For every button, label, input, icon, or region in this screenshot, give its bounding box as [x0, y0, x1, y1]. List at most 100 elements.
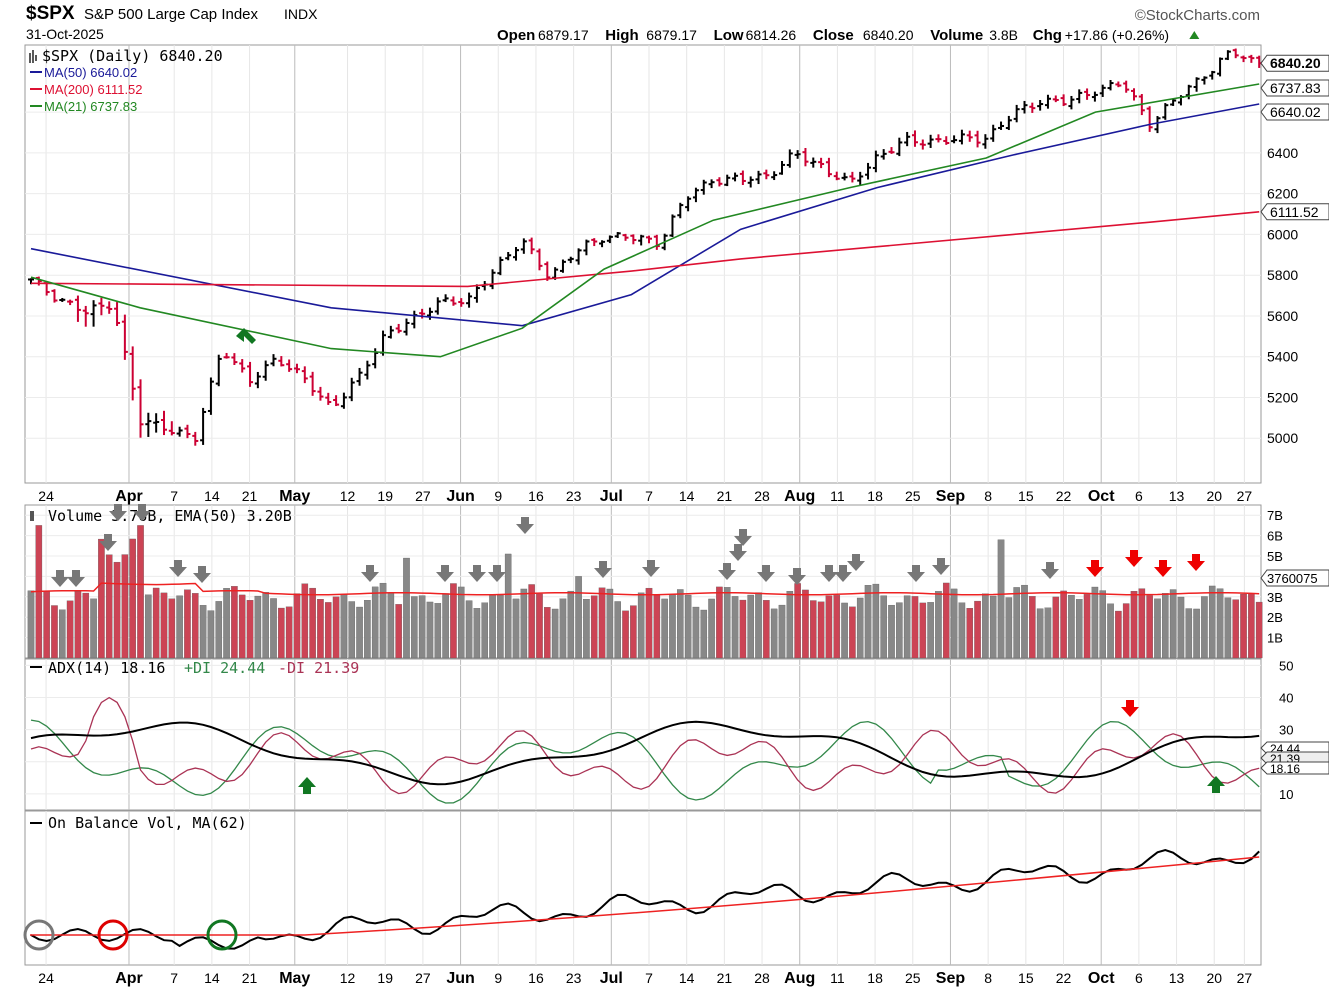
- price-bar: [458, 298, 465, 307]
- price-value-tag-text: 6640.02: [1270, 104, 1321, 120]
- volume-bar: [669, 594, 676, 659]
- quote-chg-value: +17.86 (+0.26%): [1065, 27, 1169, 43]
- quote-high-label: High: [605, 27, 638, 44]
- down-arrow-icon: [1121, 700, 1139, 717]
- volume-ema-line: [30, 582, 1260, 596]
- up-arrow-icon: [298, 777, 316, 794]
- price-bar: [567, 256, 574, 264]
- obv-legend-title: On Balance Vol, MA(62): [48, 814, 247, 832]
- x-tick-label: 22: [1056, 970, 1072, 986]
- volume-bar: [301, 583, 309, 659]
- price-bar: [348, 377, 355, 402]
- volume-bar: [567, 590, 575, 659]
- x-tick-label: Jul: [600, 970, 623, 987]
- price-bar: [911, 130, 918, 147]
- buy-arrow-icon: [236, 328, 256, 344]
- volume-bar: [371, 586, 379, 659]
- x-tick-label: 16: [528, 488, 544, 504]
- adx-line: [30, 720, 1260, 786]
- volume-bar: [113, 561, 121, 659]
- volume-bar: [1232, 599, 1239, 659]
- volume-bar: [763, 600, 770, 659]
- volume-bar: [598, 587, 606, 659]
- volume-bar: [903, 595, 911, 659]
- price-bar: [513, 247, 520, 261]
- volume-bar: [731, 596, 739, 659]
- price-bar: [1084, 88, 1091, 100]
- price-bar: [638, 234, 645, 246]
- adx-y-tick: 50: [1279, 658, 1293, 673]
- volume-bar: [512, 598, 520, 659]
- volume-bar: [418, 595, 426, 659]
- volume-bar: [661, 598, 668, 659]
- up-arrow-icon: [1207, 776, 1225, 793]
- volume-bar: [176, 595, 183, 659]
- ma200-line: [30, 211, 1260, 288]
- volume-bar: [285, 606, 293, 659]
- volume-bar: [1021, 584, 1028, 659]
- down-arrow-icon: [51, 570, 69, 587]
- price-value-tag-text: 6840.20: [1270, 55, 1321, 71]
- volume-bar: [1115, 610, 1122, 659]
- x-axis-top: 24 Apr 7 14 21 May 12 19 27 Jun 9 16 23 Jul 7 14 21 28 Aug…: [38, 488, 1252, 505]
- volume-bar: [833, 595, 841, 659]
- x-tick-label: Jun: [446, 488, 474, 505]
- price-value-tag-text: 6111.52: [1270, 204, 1319, 220]
- price-bar: [1131, 88, 1138, 101]
- x-tick-label: 13: [1169, 488, 1185, 504]
- volume-bar: [332, 596, 340, 659]
- down-arrow-icon: [757, 565, 775, 582]
- volume-bar: [786, 591, 794, 659]
- x-tick-label: 6: [1135, 488, 1143, 504]
- price-bar: [896, 137, 903, 157]
- volume-bar: [59, 609, 66, 659]
- down-arrow-icon: [1125, 550, 1143, 567]
- volume-bar: [1052, 596, 1060, 659]
- price-bar: [1232, 48, 1239, 59]
- x-tick-label: 16: [528, 970, 544, 986]
- price-bar: [301, 366, 308, 384]
- volume-bar: [684, 594, 692, 659]
- x-tick-label: 7: [645, 970, 653, 986]
- volume-bar: [403, 557, 410, 659]
- plus-di-line: [30, 719, 1260, 804]
- x-tick-label: Sep: [936, 488, 966, 505]
- price-bar: [106, 301, 113, 314]
- volume-bar: [504, 553, 512, 659]
- volume-bar: [1005, 597, 1013, 659]
- adx-value-tag: [1260, 761, 1329, 775]
- volume-bar: [1185, 608, 1193, 659]
- price-bar: [708, 179, 715, 189]
- volume-bar: [137, 525, 144, 659]
- price-bar: [630, 234, 637, 245]
- volume-bar: [614, 601, 621, 659]
- volume-bar: [450, 583, 457, 659]
- price-bar: [771, 171, 778, 181]
- price-bar: [215, 354, 222, 387]
- price-bar: [818, 157, 825, 169]
- price-bar: [606, 235, 613, 244]
- volume-bar: [207, 610, 215, 659]
- up-triangle-icon: [1189, 31, 1200, 39]
- x-tick-label: 20: [1206, 970, 1222, 986]
- down-arrow-icon: [642, 560, 660, 577]
- x-tick-label: 24: [38, 488, 54, 504]
- volume-bar: [622, 610, 629, 659]
- price-bar: [223, 352, 230, 359]
- price-bar: [778, 161, 785, 175]
- price-bar: [200, 407, 207, 445]
- volume-bar: [942, 582, 950, 659]
- price-bar: [998, 121, 1005, 130]
- ma50-line: [30, 103, 1260, 327]
- volume-bar: [778, 604, 786, 659]
- volume-bar: [856, 597, 864, 659]
- volume-bar: [160, 592, 168, 659]
- x-tick-label: 11: [830, 488, 845, 504]
- volume-y-tick: 3B: [1267, 590, 1283, 605]
- volume-bar: [199, 605, 207, 659]
- volume-bar: [1029, 596, 1036, 659]
- price-bar: [1052, 95, 1059, 103]
- price-bar: [1240, 55, 1247, 63]
- price-bar: [293, 363, 300, 374]
